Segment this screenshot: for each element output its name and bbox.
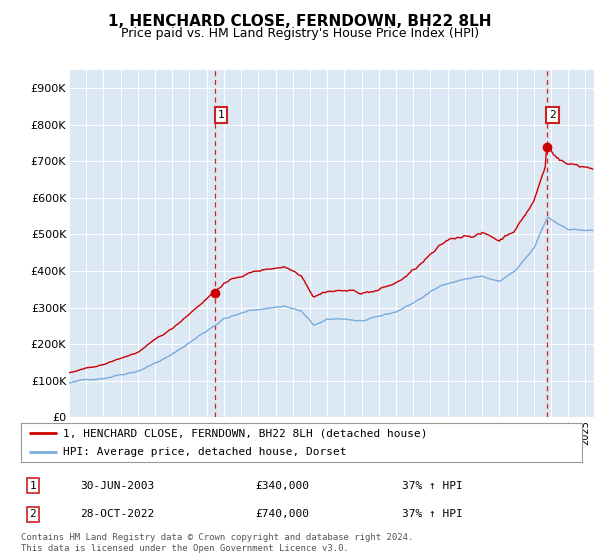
- Text: HPI: Average price, detached house, Dorset: HPI: Average price, detached house, Dors…: [63, 447, 347, 457]
- Text: 28-OCT-2022: 28-OCT-2022: [80, 509, 154, 519]
- Text: Contains HM Land Registry data © Crown copyright and database right 2024.: Contains HM Land Registry data © Crown c…: [21, 533, 413, 542]
- Text: 1, HENCHARD CLOSE, FERNDOWN, BH22 8LH: 1, HENCHARD CLOSE, FERNDOWN, BH22 8LH: [108, 14, 492, 29]
- Text: £340,000: £340,000: [255, 480, 309, 491]
- Text: 2: 2: [29, 509, 37, 519]
- Text: 1, HENCHARD CLOSE, FERNDOWN, BH22 8LH (detached house): 1, HENCHARD CLOSE, FERNDOWN, BH22 8LH (d…: [63, 428, 428, 438]
- Text: This data is licensed under the Open Government Licence v3.0.: This data is licensed under the Open Gov…: [21, 544, 349, 553]
- Text: 2: 2: [549, 110, 556, 120]
- Text: £740,000: £740,000: [255, 509, 309, 519]
- Text: Price paid vs. HM Land Registry's House Price Index (HPI): Price paid vs. HM Land Registry's House …: [121, 27, 479, 40]
- Text: 30-JUN-2003: 30-JUN-2003: [80, 480, 154, 491]
- Text: 37% ↑ HPI: 37% ↑ HPI: [401, 480, 463, 491]
- Text: 1: 1: [29, 480, 37, 491]
- Text: 37% ↑ HPI: 37% ↑ HPI: [401, 509, 463, 519]
- Text: 1: 1: [218, 110, 224, 120]
